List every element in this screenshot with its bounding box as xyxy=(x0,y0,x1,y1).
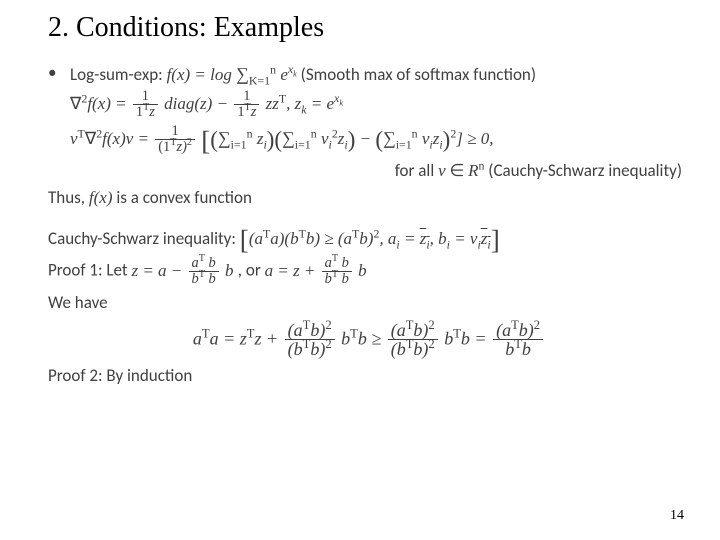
bullet-dot: • xyxy=(48,62,70,85)
slide-title: 2. Conditions: Examples xyxy=(48,12,690,44)
lse-paren: (Smooth max of softmax function) xyxy=(297,64,536,85)
lse-formula: f(x) = log ∑K=1n exk xyxy=(167,65,297,84)
for-all-line: for all v ∈ Rn (Cauchy-Schwarz inequalit… xyxy=(48,160,690,183)
proof1-line: Proof 1: Let z = a − aT bbT b b , or a =… xyxy=(48,256,690,287)
proof1-equation: aTa = zTz + (aTb)2(bTb)2 bTb ≥ (aTb)2(bT… xyxy=(48,321,690,360)
proof2-line: Proof 2: By induction xyxy=(48,365,690,388)
slide: 2. Conditions: Examples • Log-sum-exp: f… xyxy=(0,0,720,540)
cs-inequality-line: Cauchy-Schwarz inequality: [(aTa)(bTb) ≥… xyxy=(48,228,690,253)
slide-body: • Log-sum-exp: f(x) = log ∑K=1n exk (Smo… xyxy=(48,62,690,388)
quadratic-form-line: vT∇2f(x)v = 1(1Tz)2 [(∑i=1n zi)(∑i=1n vi… xyxy=(70,124,690,155)
lse-label: Log-sum-exp: xyxy=(70,64,167,85)
thus-line: Thus, f(x) is a convex function xyxy=(48,187,690,210)
hessian-line: ∇2f(x) = 11Tz diag(z) − 11Tz zzT, zk = e… xyxy=(70,89,690,120)
we-have-line: We have xyxy=(48,292,690,315)
bullet-log-sum-exp: • Log-sum-exp: f(x) = log ∑K=1n exk (Smo… xyxy=(48,62,690,87)
page-number: 14 xyxy=(670,508,684,524)
